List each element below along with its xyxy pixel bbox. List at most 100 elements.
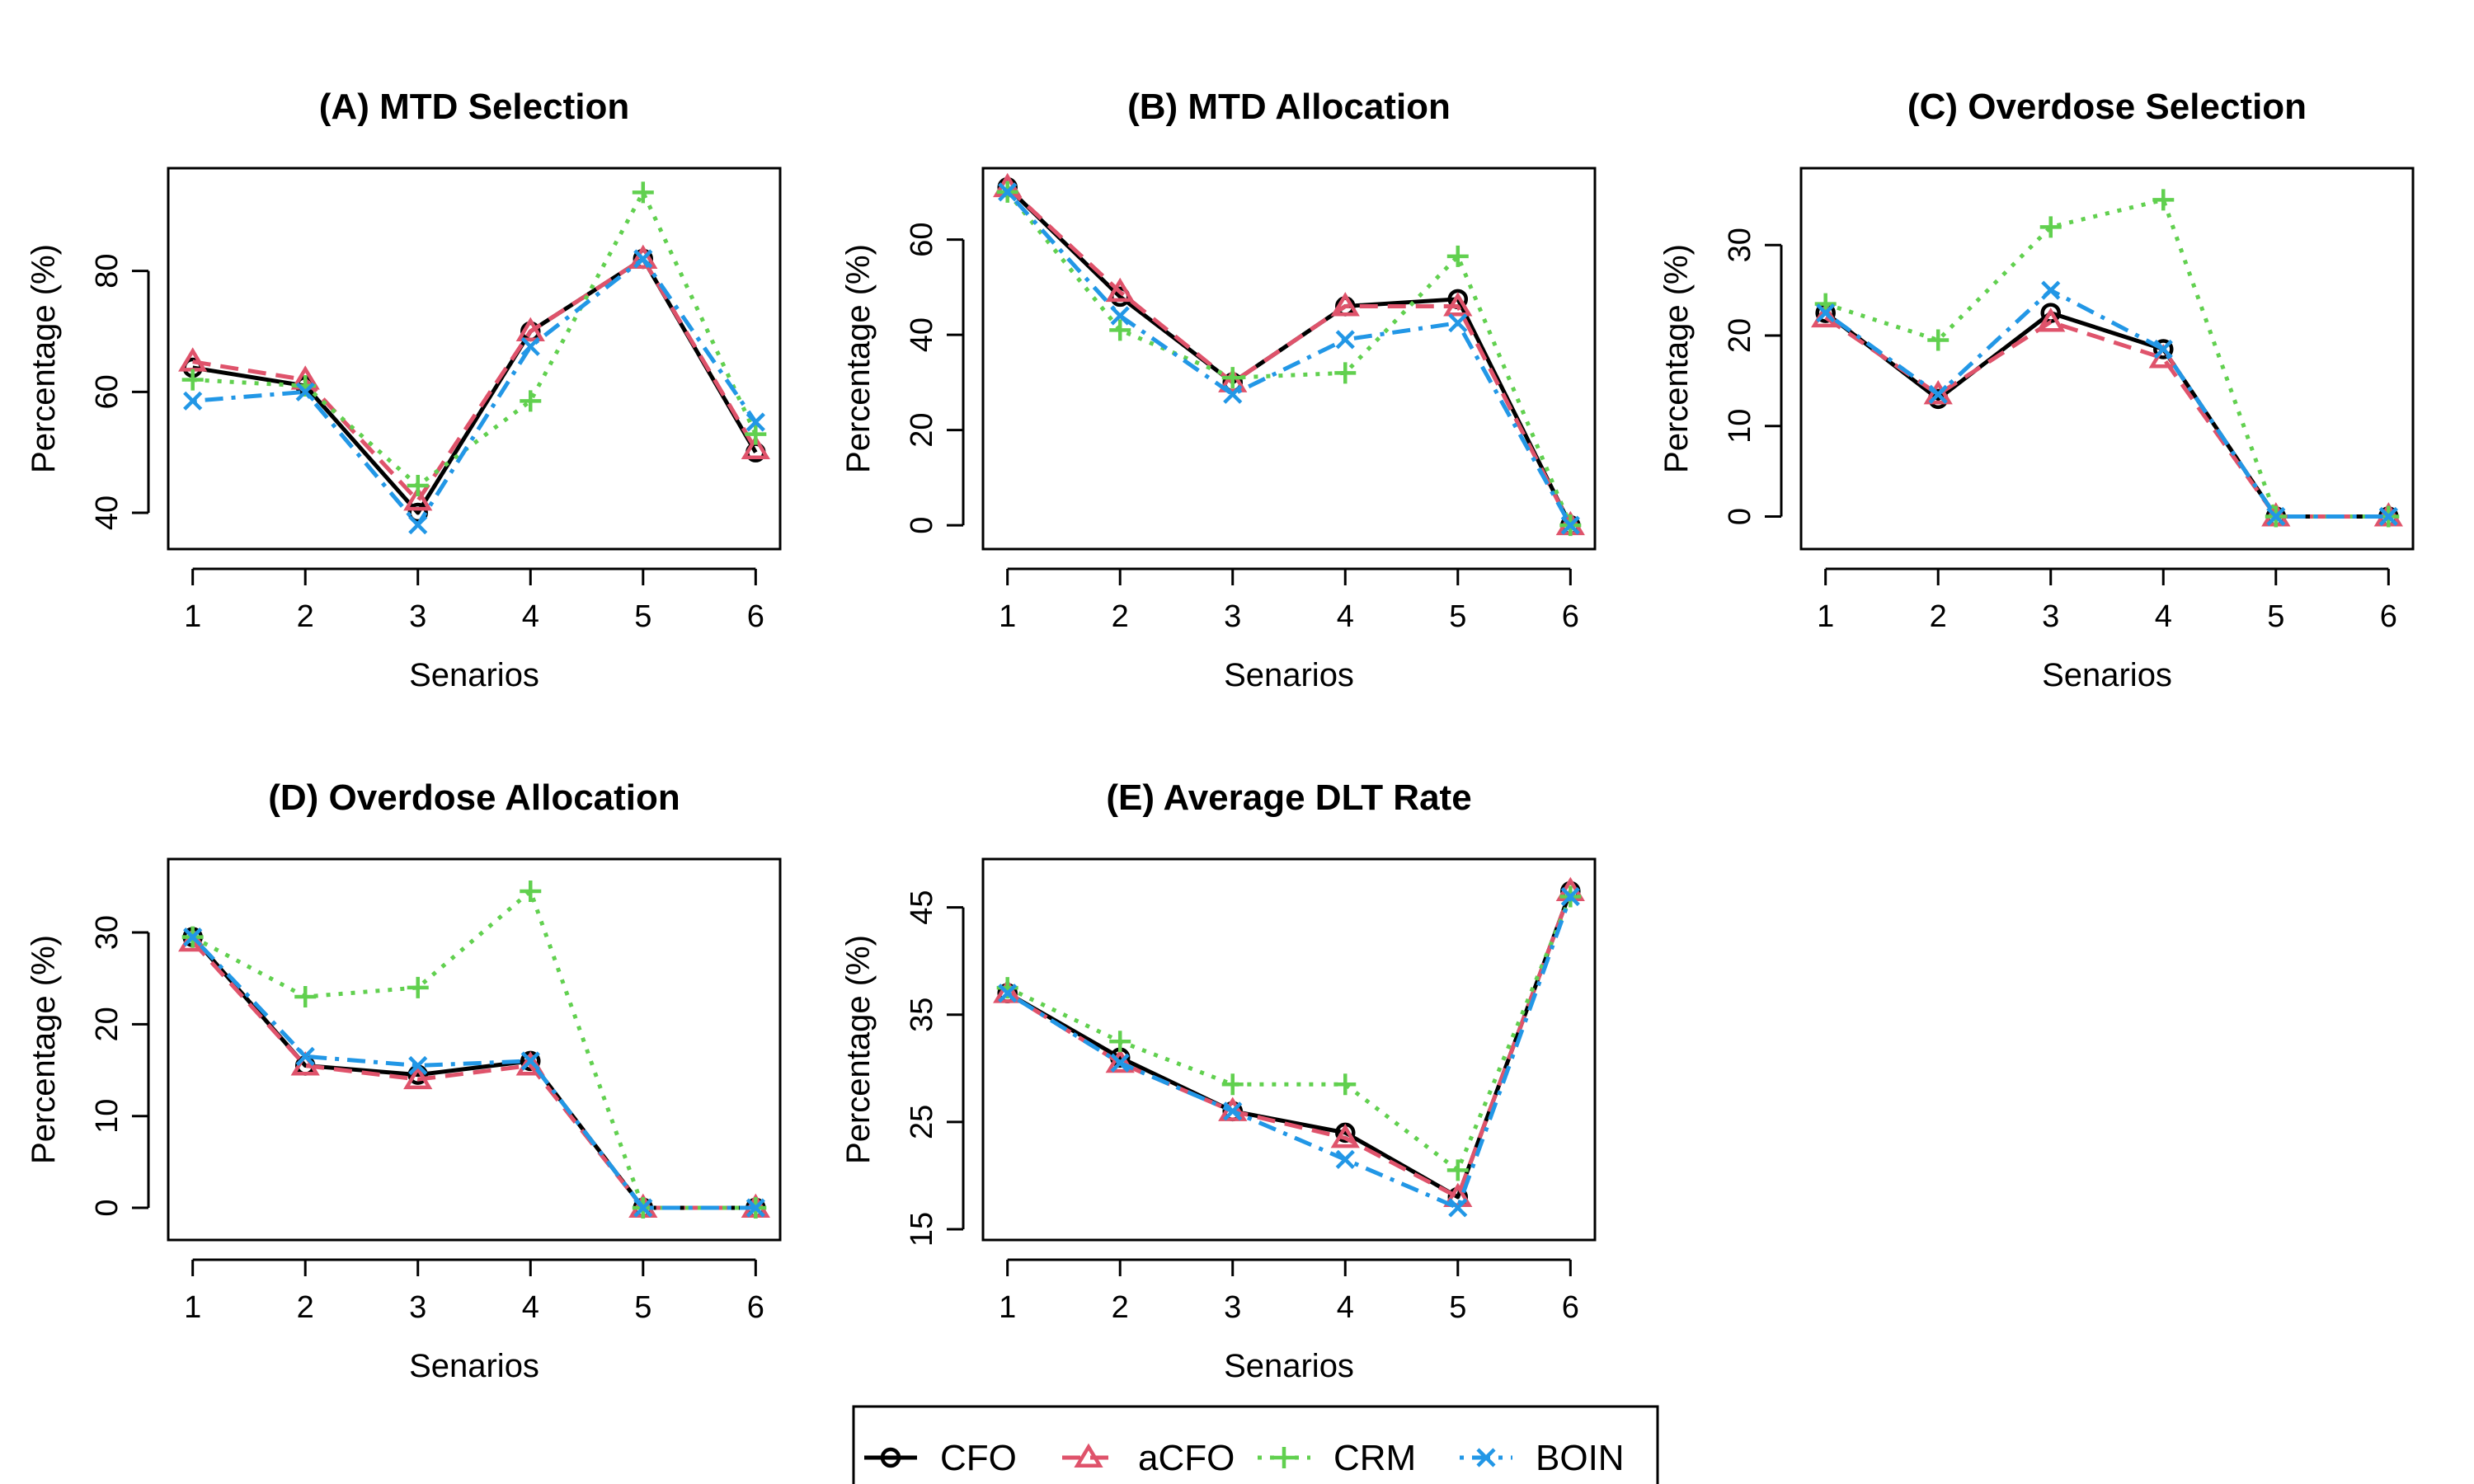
- plot-frame: [981, 167, 1597, 551]
- x-tick-label: 4: [1337, 599, 1354, 634]
- y-tick-label: 10: [1723, 409, 1757, 444]
- data-point-crm: [1109, 319, 1131, 341]
- y-tick-label: 0: [90, 1199, 125, 1216]
- data-point-boin: [745, 1198, 765, 1218]
- x-tick-label: 3: [409, 1290, 426, 1325]
- data-point-boin: [1560, 886, 1580, 907]
- data-point-cfo: [2153, 339, 2174, 359]
- data-point-acfo: [1218, 368, 1248, 392]
- x-tick-label: 5: [634, 599, 651, 634]
- data-point-acfo: [993, 979, 1023, 1003]
- data-point-crm: [1221, 1073, 1244, 1096]
- data-point-acfo: [628, 244, 658, 269]
- data-point-acfo: [1330, 1123, 1360, 1148]
- y-tick-label: 25: [905, 1105, 939, 1139]
- chart-title: (C) Overdose Selection: [1907, 87, 2307, 127]
- legend-marker-boin: [1476, 1448, 1496, 1468]
- series-line-boin: [1005, 190, 1573, 527]
- data-point-boin: [1560, 515, 1580, 535]
- legend: CFO aCFO CRM BOIN: [852, 1405, 1659, 1484]
- x-axis-label: Senarios: [1224, 657, 1354, 693]
- y-axis-label: Percentage (%): [840, 244, 877, 473]
- y-tick-label: 0: [1723, 508, 1757, 525]
- legend-frame: [852, 1405, 1659, 1484]
- series-line-boin: [192, 256, 758, 528]
- legend-label-acfo: aCFO: [1138, 1438, 1235, 1478]
- data-point-crm: [1221, 367, 1244, 389]
- x-tick-label: 5: [1449, 1290, 1466, 1325]
- data-point-acfo: [741, 434, 770, 459]
- x-tick-label: 1: [184, 1290, 201, 1325]
- x-tick-label: 4: [522, 1290, 539, 1325]
- data-point-crm: [520, 880, 542, 902]
- data-point-boin: [1448, 1198, 1468, 1218]
- series-line-crm: [1824, 197, 2389, 519]
- y-tick-label: 20: [90, 1007, 125, 1041]
- data-point-boin: [408, 1055, 428, 1076]
- data-point-crm: [745, 423, 767, 445]
- data-point-boin: [520, 336, 540, 356]
- x-tick-label: 6: [2380, 599, 2397, 634]
- data-point-boin: [2041, 280, 2061, 300]
- y-tick-label: 20: [1723, 318, 1757, 353]
- data-point-crm: [1109, 1031, 1131, 1053]
- x-tick-label: 4: [1337, 1290, 1354, 1325]
- x-tick-label: 2: [1112, 599, 1129, 634]
- data-point-boin: [295, 382, 315, 402]
- y-tick-label: 20: [905, 412, 939, 447]
- y-tick-label: 40: [905, 317, 939, 352]
- chart-panel-3: (C) Overdose Selection 1 2 3 4 5 6 Senarios 0 10 2…: [1658, 87, 2415, 693]
- chart-title: (E) Average DLT Rate: [1106, 777, 1471, 818]
- data-point-acfo: [403, 1064, 433, 1090]
- legend-label-boin: BOIN: [1536, 1438, 1625, 1478]
- data-point-crm: [1334, 362, 1357, 384]
- data-point-crm: [1446, 1159, 1469, 1181]
- y-tick-label: 45: [905, 890, 939, 924]
- x-tick-label: 5: [634, 1290, 651, 1325]
- x-tick-label: 1: [999, 1290, 1016, 1325]
- data-point-acfo: [1443, 292, 1473, 317]
- data-point-boin: [1110, 306, 1130, 326]
- data-point-crm: [1446, 245, 1469, 267]
- x-tick-label: 6: [747, 599, 764, 634]
- data-point-acfo: [1330, 292, 1360, 317]
- data-point-boin: [1335, 1149, 1355, 1169]
- data-point-boin: [295, 1046, 315, 1066]
- series-line-boin: [1006, 895, 1573, 1210]
- y-tick-label: 35: [905, 998, 939, 1032]
- data-point-crm: [407, 475, 429, 496]
- series-line-cfo: [1006, 890, 1573, 1200]
- x-axis-label: Senarios: [409, 1348, 539, 1384]
- data-point-crm: [181, 369, 204, 391]
- data-point-boin: [183, 391, 203, 411]
- chart-title: (D) Overdose Allocation: [268, 777, 680, 818]
- legend-marker-crm: [1273, 1447, 1295, 1468]
- legend-marker-acfo: [1074, 1443, 1103, 1468]
- data-point-crm: [2039, 216, 2062, 238]
- chart-panel-2: (B) MTD Allocation 1 2 3 4 5 6 Senarios 0 20 40 60 P…: [840, 87, 1597, 693]
- data-point-boin: [1110, 1053, 1130, 1073]
- data-point-boin: [2153, 339, 2173, 359]
- data-point-acfo: [1105, 1048, 1135, 1073]
- series-line-crm: [191, 889, 756, 1210]
- data-point-boin: [2266, 506, 2286, 527]
- legend-label-cfo: CFO: [940, 1438, 1017, 1478]
- series-line-acfo: [192, 256, 758, 503]
- data-point-acfo: [1443, 1182, 1473, 1207]
- y-tick-label: 80: [90, 254, 125, 289]
- data-point-crm: [294, 985, 317, 1007]
- series-line-acfo: [1006, 890, 1573, 1200]
- data-point-acfo: [2036, 308, 2066, 332]
- y-axis-label: Percentage (%): [26, 935, 62, 1164]
- x-tick-label: 2: [297, 599, 314, 634]
- x-tick-label: 6: [1562, 599, 1579, 634]
- data-point-crm: [520, 390, 542, 412]
- y-tick-label: 10: [90, 1099, 125, 1134]
- x-tick-label: 1: [1817, 599, 1834, 634]
- chart-panel-1: (A) MTD Selection 1 2 3 4 5 6 Senarios 40 60 80 Per…: [26, 87, 782, 693]
- x-tick-label: 5: [1449, 599, 1466, 634]
- y-tick-label: 40: [90, 495, 125, 530]
- x-tick-label: 4: [2155, 599, 2172, 634]
